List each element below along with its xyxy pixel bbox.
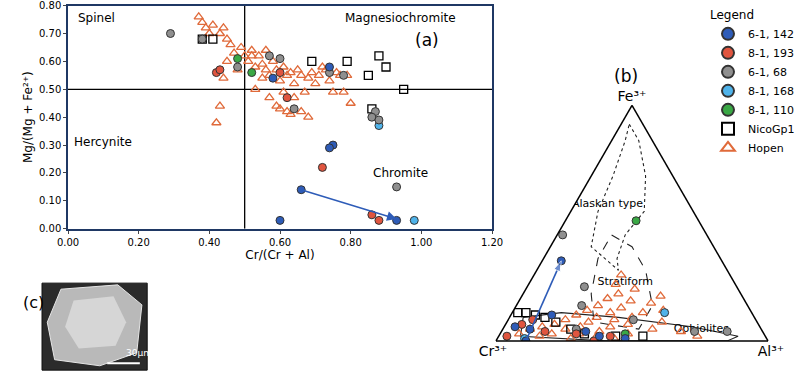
- svg-text:1.20: 1.20: [481, 237, 503, 248]
- svg-text:0.70: 0.70: [39, 28, 61, 39]
- svg-text:8-1, 110: 8-1, 110: [748, 104, 794, 117]
- svg-text:Alaskan type: Alaskan type: [572, 197, 643, 210]
- svg-text:Chromite: Chromite: [373, 166, 428, 180]
- svg-text:Fe³⁺: Fe³⁺: [618, 88, 647, 104]
- svg-text:30μm: 30μm: [126, 348, 152, 358]
- svg-text:Ophiolites: Ophiolites: [674, 322, 730, 335]
- svg-text:Al³⁺: Al³⁺: [758, 343, 784, 359]
- svg-text:0.40: 0.40: [198, 237, 220, 248]
- svg-text:Hopen: Hopen: [748, 142, 784, 155]
- svg-text:0.80: 0.80: [340, 237, 362, 248]
- svg-text:0.60: 0.60: [39, 56, 61, 67]
- svg-text:Cr/(Cr + Al): Cr/(Cr + Al): [245, 248, 314, 262]
- svg-text:(b): (b): [614, 66, 638, 86]
- svg-text:(a): (a): [415, 30, 439, 50]
- svg-text:Spinel: Spinel: [78, 11, 115, 25]
- svg-text:0.80: 0.80: [39, 0, 61, 11]
- svg-text:Mg/(Mg + Fe²⁺): Mg/(Mg + Fe²⁺): [21, 71, 35, 163]
- svg-text:8-1, 193: 8-1, 193: [748, 47, 794, 60]
- svg-text:0.50: 0.50: [39, 84, 61, 95]
- svg-text:6-1, 68: 6-1, 68: [748, 66, 787, 79]
- svg-text:0.00: 0.00: [39, 223, 61, 234]
- svg-text:Magnesiochromite: Magnesiochromite: [345, 11, 456, 25]
- svg-text:0.30: 0.30: [39, 140, 61, 151]
- svg-text:Cr³⁺: Cr³⁺: [479, 343, 508, 359]
- svg-text:6-1, 142: 6-1, 142: [748, 28, 794, 41]
- svg-text:0.10: 0.10: [39, 195, 61, 206]
- svg-text:Stratiform: Stratiform: [597, 275, 653, 288]
- svg-text:0.00: 0.00: [57, 237, 79, 248]
- svg-text:Legend: Legend: [710, 8, 754, 22]
- svg-text:0.20: 0.20: [128, 237, 150, 248]
- svg-text:8-1, 168: 8-1, 168: [748, 85, 794, 98]
- svg-text:Hercynite: Hercynite: [74, 135, 132, 149]
- svg-text:0.20: 0.20: [39, 167, 61, 178]
- svg-text:0.40: 0.40: [39, 112, 61, 123]
- svg-text:(c): (c): [23, 293, 44, 312]
- svg-text:1.00: 1.00: [410, 237, 432, 248]
- svg-text:NicoGp1: NicoGp1: [748, 123, 795, 136]
- svg-text:0.60: 0.60: [269, 237, 291, 248]
